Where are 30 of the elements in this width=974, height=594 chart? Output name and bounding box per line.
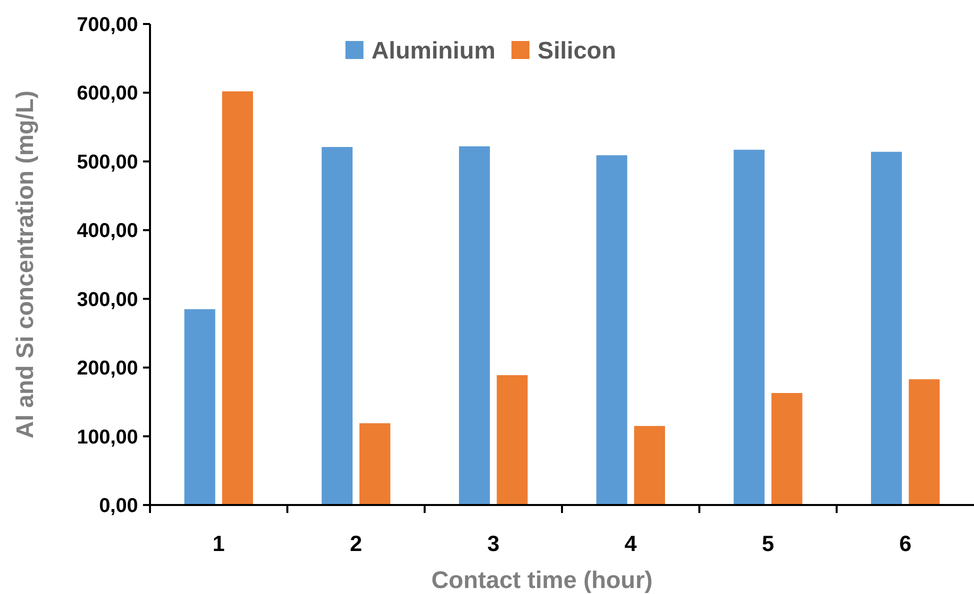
legend-label: Aluminium: [371, 37, 496, 64]
bar: [871, 152, 902, 505]
bar: [359, 423, 390, 505]
x-tick-label: 5: [762, 531, 774, 556]
y-tick-label: 200,00: [76, 358, 138, 380]
y-tick-label: 700,00: [76, 14, 138, 36]
bar: [634, 426, 665, 505]
bar: [908, 379, 940, 505]
x-tick-label: 4: [624, 531, 638, 556]
bar: [496, 375, 528, 505]
y-tick-label: 400,00: [76, 220, 138, 242]
y-tick-label: 100,00: [76, 426, 138, 448]
x-tick-label: 1: [212, 531, 225, 556]
bar: [222, 91, 253, 505]
y-tick-label: 500,00: [76, 151, 138, 174]
y-tick-label: 300,00: [76, 288, 138, 311]
bar: [596, 155, 628, 505]
bar: [459, 146, 490, 505]
bar: [322, 147, 353, 505]
x-axis-title: Contact time (hour): [431, 567, 653, 594]
y-tick-label: 0,00: [99, 495, 138, 517]
x-tick-label: 2: [350, 531, 362, 556]
bar: [771, 392, 802, 505]
y-tick-label: 600,00: [76, 82, 138, 105]
bar: [184, 309, 216, 505]
bar: [734, 150, 765, 505]
x-tick-label: 6: [899, 531, 912, 556]
legend-label: Silicon: [537, 37, 616, 64]
x-tick-label: 3: [487, 531, 500, 556]
y-axis-title: Al and Si concentration (mg/L): [12, 90, 39, 439]
